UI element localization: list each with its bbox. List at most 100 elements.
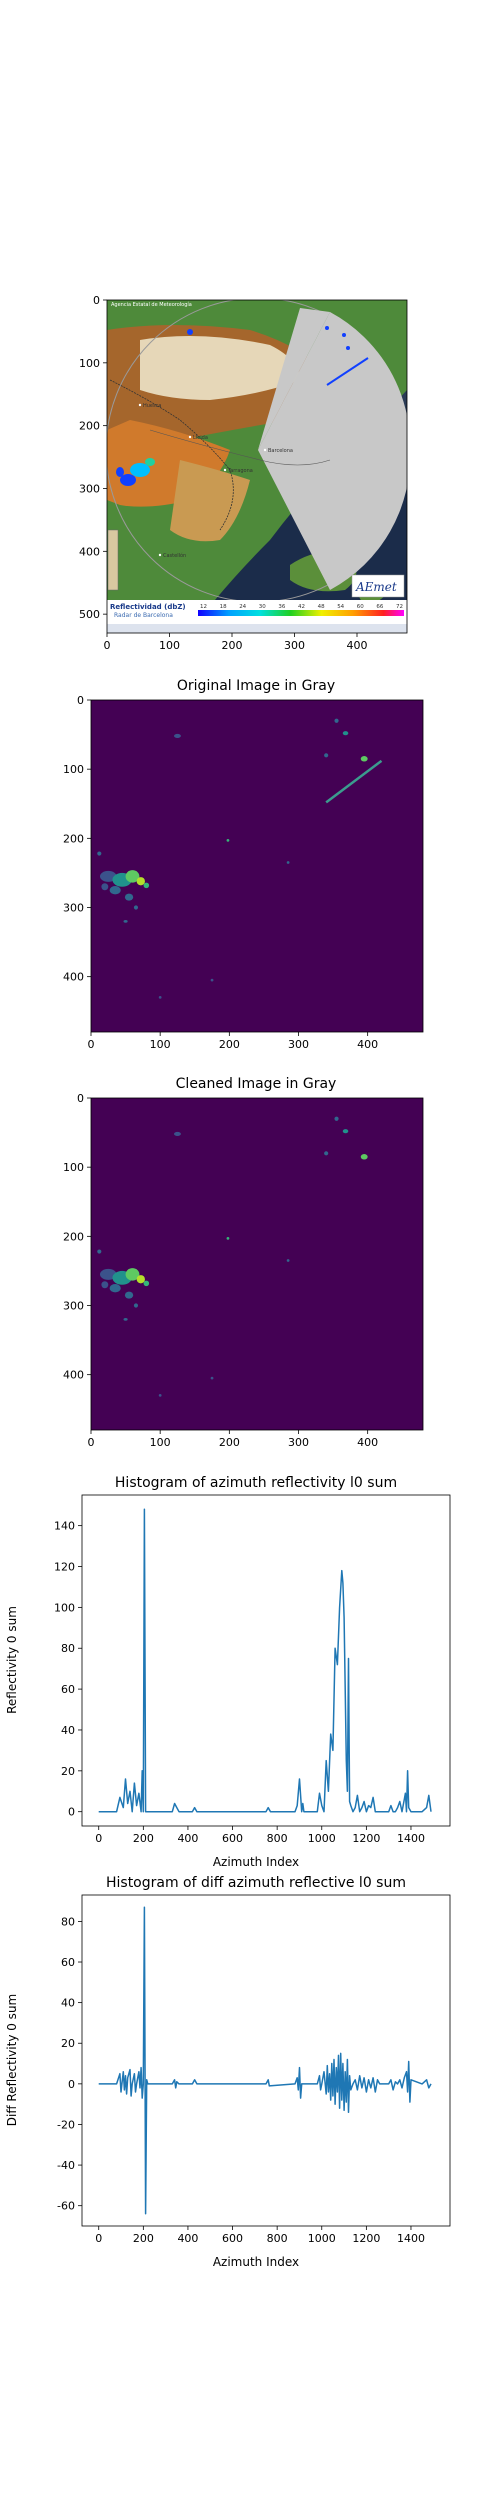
- legend-value: 54: [337, 604, 344, 610]
- cleaned-ytick-label: 400: [63, 1369, 84, 1382]
- histogram-ytick-label: 80: [61, 1642, 75, 1655]
- legend-colorbar: [198, 610, 404, 616]
- original-echo-blob: [324, 753, 329, 758]
- diff-histogram-xtick-label: 200: [133, 2232, 154, 2245]
- legend-radar-name: Radar de Barcelona: [114, 612, 173, 619]
- cleaned-echo-blob: [334, 1116, 339, 1121]
- histogram-ytick-label: 40: [61, 1724, 75, 1737]
- histogram-ytick-label: 120: [54, 1561, 75, 1574]
- diff-histogram-ytick-label: -20: [57, 2118, 75, 2131]
- histogram-xtick-label: 1000: [308, 1832, 336, 1845]
- original-xtick-label: 400: [357, 1038, 378, 1051]
- diff-histogram-xtick-label: 600: [222, 2232, 243, 2245]
- legend-title: Reflectividad (dbZ): [110, 603, 186, 611]
- cleaned-echo-blob: [136, 1275, 145, 1284]
- diff-histogram-xtick-label: 1000: [308, 2232, 336, 2245]
- legend-value: 60: [357, 604, 364, 610]
- original-echo-blob: [97, 851, 102, 856]
- original-frame: [90, 699, 424, 1033]
- cleaned-echo-blob: [342, 1129, 349, 1134]
- agency-text: Agencia Estatal de Meteorología: [111, 301, 192, 308]
- diff-histogram-xtick-label: 0: [95, 2232, 102, 2245]
- map-ytick-label: 200: [79, 420, 100, 433]
- histogram-xtick-label: 600: [222, 1832, 243, 1845]
- original-ytick-label: 300: [63, 902, 84, 915]
- cleaned-echo-blob: [158, 1394, 162, 1397]
- histogram-ytick-label: 100: [54, 1601, 75, 1614]
- cleaned-xtick-label: 200: [219, 1436, 240, 1449]
- city-castellon: Castellón: [163, 552, 186, 559]
- original-xtick-label: 200: [219, 1038, 240, 1051]
- legend-value: 42: [298, 604, 305, 610]
- cleaned-echo-blob: [324, 1151, 329, 1156]
- histogram-ylabel: Reflectivity 0 sum: [5, 1606, 19, 1714]
- cleaned-echo-blob: [99, 1268, 117, 1280]
- original-xtick-label: 0: [88, 1038, 95, 1051]
- cleaned-echo-blob: [109, 1284, 121, 1293]
- diff-histogram-ytick-label: 20: [61, 2037, 75, 2050]
- radar-map-panel: Huesca Lleida Barcelona Tarragona Castel…: [79, 294, 408, 652]
- histogram-xtick-label: 0: [95, 1832, 102, 1845]
- diff-histogram-xtick-label: 800: [267, 2232, 288, 2245]
- cleaned-echo-blob: [123, 1317, 128, 1321]
- diff-histogram-ytick-label: -60: [57, 2200, 75, 2213]
- map-ytick-label: 100: [79, 357, 100, 370]
- legend-value: 18: [220, 604, 227, 610]
- city-tarragona: Tarragona: [227, 468, 253, 474]
- original-echo-blob: [125, 870, 140, 883]
- cleaned-echo-blob: [360, 1154, 368, 1160]
- diff-histogram-panel: Histogram of diff azimuth reflective l0 …: [5, 1875, 451, 2269]
- original-ytick-label: 100: [63, 763, 84, 776]
- diff-histogram-ytick-label: 60: [61, 1956, 75, 1969]
- aemet-logo: [351, 574, 405, 598]
- diff-histogram-xtick-label: 400: [177, 2232, 198, 2245]
- original-ytick-label: 200: [63, 832, 84, 845]
- histogram-xtick-label: 200: [133, 1832, 154, 1845]
- cleaned-echo-blob: [143, 1280, 150, 1287]
- original-echo-blob: [109, 886, 121, 895]
- cleaned-ytick-label: 200: [63, 1230, 84, 1243]
- diff-histogram-ylabel: Diff Reflectivity 0 sum: [5, 1994, 19, 2126]
- city-markers: [138, 403, 267, 557]
- histogram-xtick-label: 1200: [352, 1832, 380, 1845]
- diff-histogram-ytick-label: 0: [68, 2078, 75, 2091]
- histogram-xtick-label: 400: [177, 1832, 198, 1845]
- original-image-title: Original Image in Gray: [177, 678, 335, 694]
- map-ytick-label: 500: [79, 608, 100, 621]
- cleaned-image-title: Cleaned Image in Gray: [176, 1076, 337, 1092]
- cleaned-echo-blob: [226, 1237, 230, 1240]
- legend-value: 48: [318, 604, 325, 610]
- map-ytick-label: 300: [79, 482, 100, 495]
- original-echo-blob: [133, 905, 139, 910]
- original-echo-blob: [226, 839, 230, 842]
- cleaned-echo-blob: [101, 1281, 109, 1289]
- cleaned-echo-blobs: [97, 1116, 368, 1397]
- original-echo-blob: [286, 861, 290, 864]
- histogram-ytick-label: 0: [68, 1806, 75, 1819]
- original-ytick-label: 400: [63, 971, 84, 984]
- cleaned-frame: [90, 1097, 424, 1431]
- original-echo-blobs: [97, 718, 383, 999]
- diff-histogram-xtick-label: 1400: [397, 2232, 425, 2245]
- diff-histogram-series-line: [98, 1906, 432, 2215]
- legend-value: 24: [239, 604, 246, 610]
- histogram-ytick-label: 60: [61, 1683, 75, 1696]
- original-echo-blob: [99, 870, 117, 882]
- map-xtick-label: 300: [284, 639, 305, 652]
- diff-histogram-ytick-label: 40: [61, 1997, 75, 2010]
- original-echo-blob: [210, 978, 214, 982]
- original-echo-blob: [101, 883, 109, 891]
- city-barcelona: Barcelona: [268, 448, 293, 454]
- histogram-ytick-label: 140: [54, 1520, 75, 1533]
- original-echo-blob: [334, 718, 339, 723]
- original-echo-blob: [174, 733, 181, 739]
- histogram-xtick-label: 1400: [397, 1832, 425, 1845]
- precip-echoes: [116, 326, 369, 486]
- cleaned-image-heatmap: [91, 1098, 423, 1430]
- original-image-panel: Original Image in Gray 0 100 200 300 400 0 100…: [63, 678, 424, 1051]
- legend-value: 12: [200, 604, 207, 610]
- histogram-xtick-label: 800: [267, 1832, 288, 1845]
- cleaned-xtick-label: 300: [288, 1436, 309, 1449]
- map-ytick-label: 0: [93, 294, 100, 307]
